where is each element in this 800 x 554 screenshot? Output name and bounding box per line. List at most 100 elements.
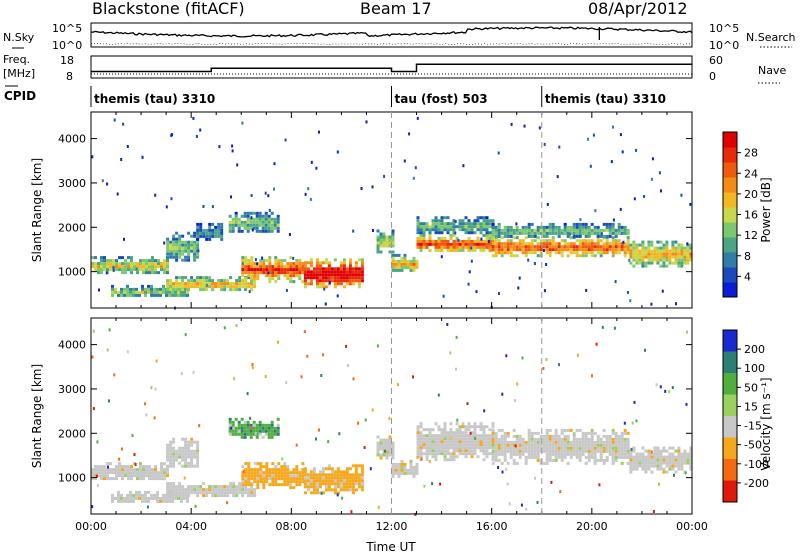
range-cell <box>391 441 395 445</box>
range-cell <box>312 470 316 474</box>
range-cell <box>566 461 570 465</box>
range-cell <box>431 440 435 444</box>
range-cell <box>494 254 498 258</box>
range-cell <box>524 242 528 246</box>
range-cell <box>635 455 639 459</box>
range-cell <box>485 228 489 232</box>
range-cell <box>665 240 669 244</box>
range-cell <box>629 249 633 253</box>
range-cell <box>464 425 468 429</box>
range-cell <box>94 465 97 469</box>
range-cell <box>482 434 486 438</box>
range-cell <box>662 470 666 474</box>
range-cell <box>479 443 483 447</box>
range-cell <box>166 443 170 447</box>
range-cell <box>364 418 367 422</box>
range-cell <box>521 356 524 360</box>
range-cell <box>321 279 325 283</box>
range-cell <box>261 426 265 430</box>
range-cell <box>273 217 277 221</box>
range-cell <box>449 242 453 246</box>
range-cell <box>412 268 416 272</box>
range-cell <box>497 222 501 226</box>
range-cell <box>321 473 325 477</box>
range-cell <box>312 273 316 277</box>
range-cell <box>446 216 450 220</box>
range-cell <box>556 175 559 179</box>
range-cell <box>425 239 429 243</box>
range-cell <box>139 462 142 466</box>
range-cell <box>416 425 420 429</box>
range-cell <box>111 496 114 500</box>
range-cell <box>148 265 151 269</box>
range-cell <box>145 474 148 478</box>
range-cell <box>548 239 552 243</box>
range-cell <box>148 465 151 469</box>
range-cell <box>650 461 654 465</box>
range-cell <box>318 279 322 283</box>
range-cell <box>354 273 358 277</box>
range-cell <box>163 462 166 466</box>
range-cell <box>309 261 313 265</box>
range-cell <box>324 270 328 274</box>
range-cell <box>587 242 591 246</box>
range-cell <box>527 452 531 456</box>
range-cell <box>205 276 209 280</box>
range-cell <box>258 220 262 224</box>
range-cell <box>403 256 407 260</box>
range-cell <box>638 455 642 459</box>
range-cell <box>578 452 582 456</box>
range-cell <box>220 491 224 495</box>
range-cell <box>118 462 121 466</box>
range-cell <box>585 288 588 292</box>
range-cell <box>680 464 684 468</box>
power-colorbar-label: Power [dB] <box>759 177 773 242</box>
range-cell <box>267 214 271 218</box>
range-cell <box>217 285 221 289</box>
range-cell <box>533 449 537 453</box>
range-cell <box>196 282 200 286</box>
range-cell <box>177 290 180 294</box>
range-cell <box>385 453 389 457</box>
range-cell <box>211 285 215 289</box>
range-cell <box>172 461 176 465</box>
range-cell <box>208 282 212 286</box>
range-cell <box>467 236 471 240</box>
range-cell <box>425 428 429 432</box>
range-cell <box>118 262 121 266</box>
range-cell <box>347 364 350 367</box>
range-cell <box>497 449 501 453</box>
range-cell <box>416 228 420 232</box>
range-cell <box>482 443 486 447</box>
range-cell <box>419 440 423 444</box>
range-cell <box>283 268 287 272</box>
range-cell <box>482 239 486 243</box>
range-cell <box>566 225 570 229</box>
range-cell <box>509 245 513 249</box>
range-cell <box>153 416 156 420</box>
range-cell <box>208 285 212 289</box>
range-cell <box>357 473 361 477</box>
range-cell <box>560 440 564 444</box>
range-cell <box>617 239 621 243</box>
range-cell <box>677 255 681 259</box>
range-cell <box>244 268 248 272</box>
range-cell <box>333 273 337 277</box>
range-cell <box>184 458 188 462</box>
range-cell <box>264 423 268 427</box>
range-cell <box>286 477 290 481</box>
range-cell <box>656 467 660 471</box>
range-cell <box>644 348 646 352</box>
range-cell <box>530 242 534 246</box>
range-cell <box>587 137 589 141</box>
range-cell <box>668 249 672 253</box>
range-cell <box>443 446 447 450</box>
range-cell <box>169 255 173 259</box>
range-cell <box>563 440 567 444</box>
range-cell <box>142 265 145 269</box>
range-cell <box>620 231 624 235</box>
range-cell <box>345 282 349 286</box>
range-cell <box>205 279 209 283</box>
range-cell <box>217 234 221 238</box>
range-cell <box>419 434 423 438</box>
